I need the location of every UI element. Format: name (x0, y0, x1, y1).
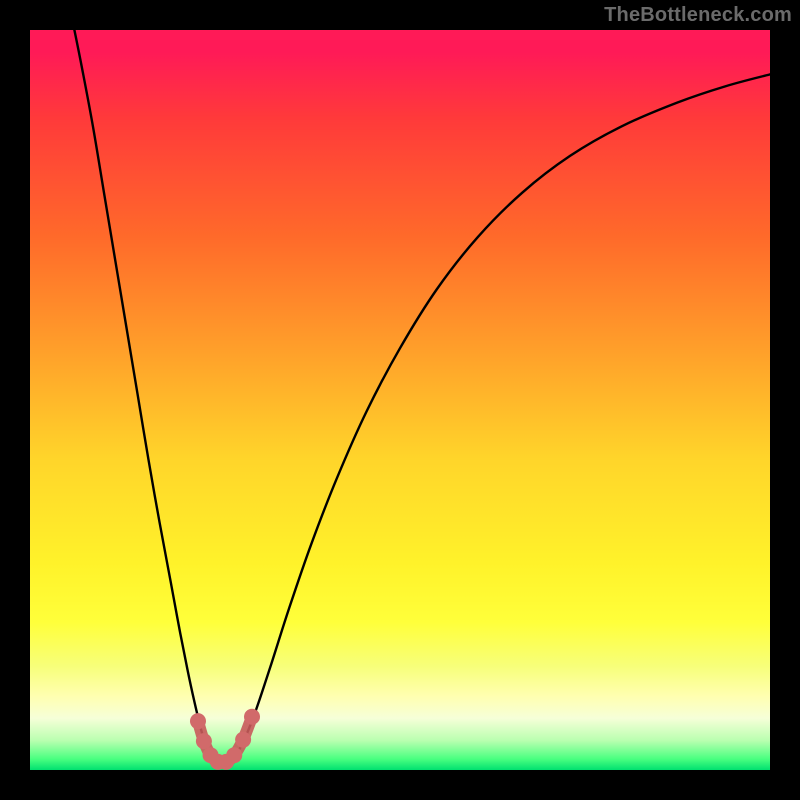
marker-dot (235, 732, 251, 748)
marker-dot (196, 733, 212, 749)
marker-dot (244, 709, 260, 725)
marker-dot (190, 713, 206, 729)
marker-dot (226, 747, 242, 763)
plot-area (30, 30, 770, 770)
gradient-background (30, 30, 770, 770)
bottleneck-curve-chart (30, 30, 770, 770)
watermark-text: TheBottleneck.com (604, 4, 792, 27)
chart-outer: TheBottleneck.com (0, 0, 800, 800)
